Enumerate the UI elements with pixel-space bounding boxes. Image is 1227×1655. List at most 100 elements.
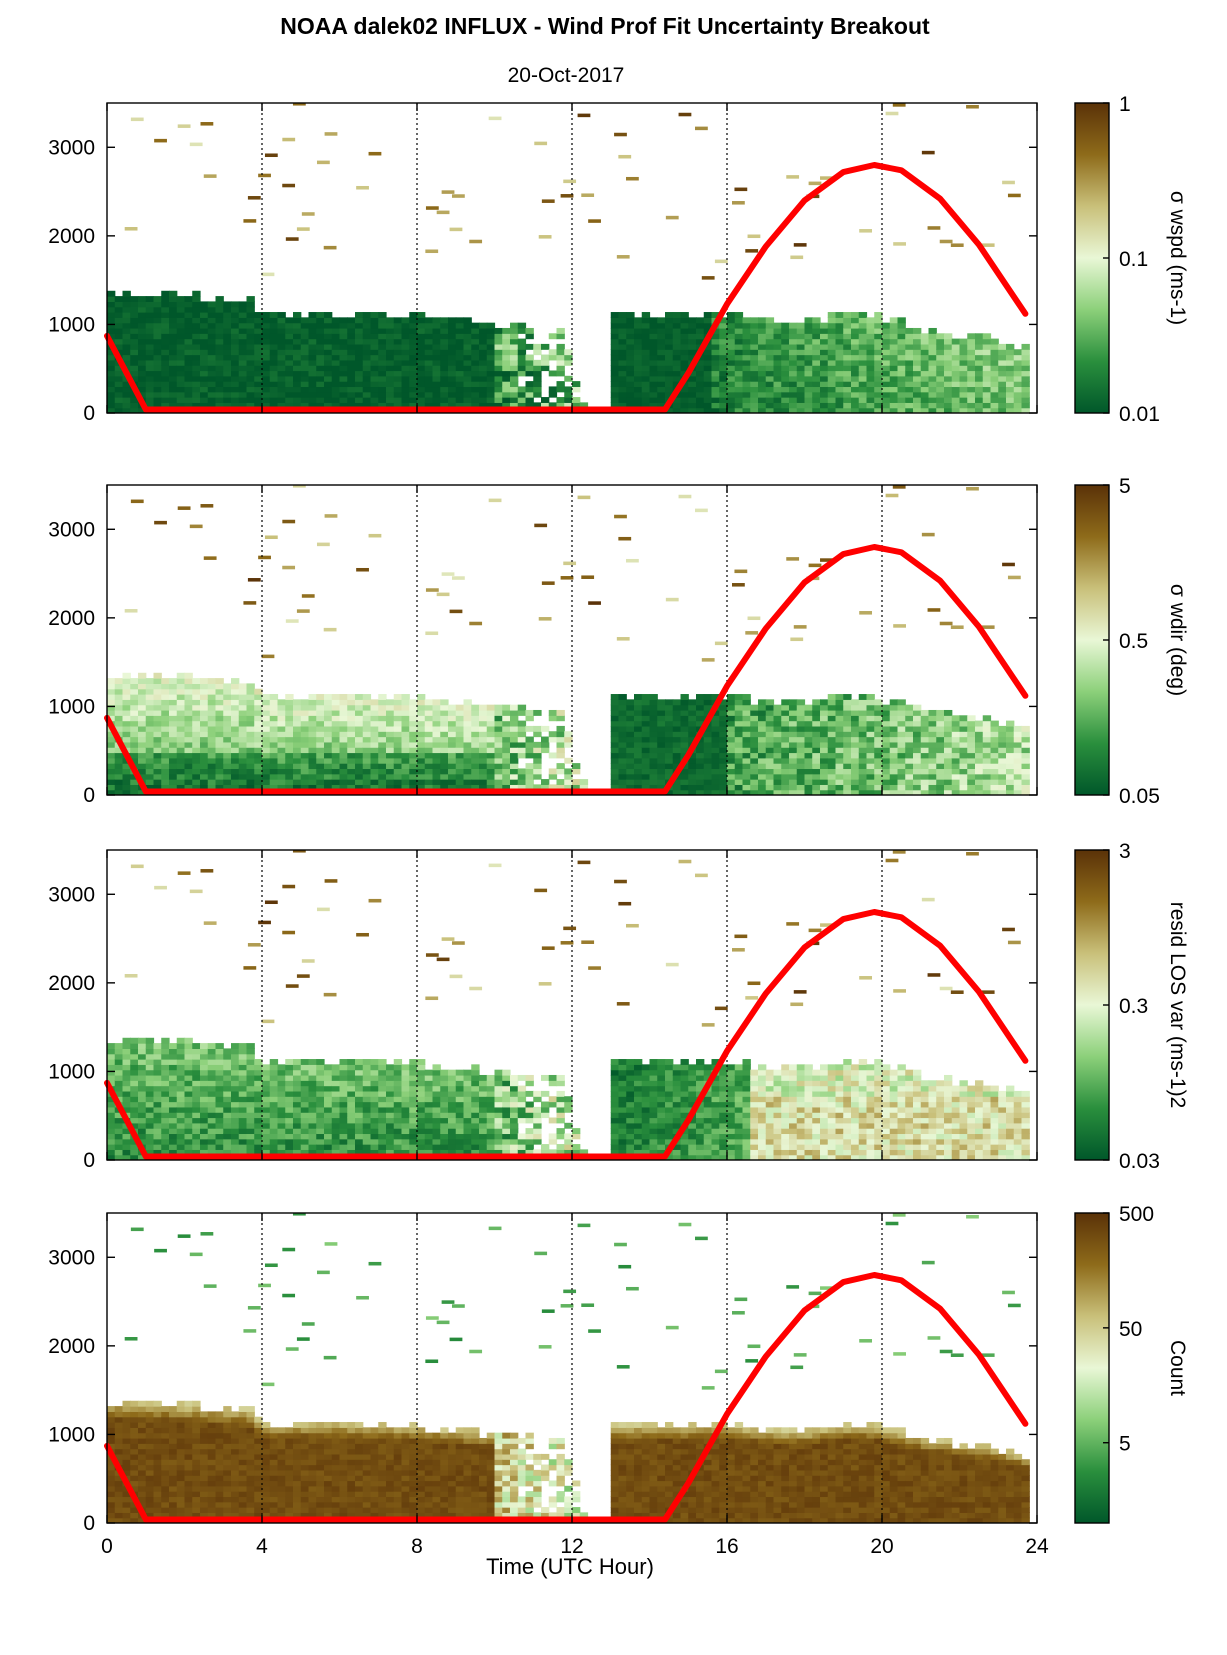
heatmap-cell	[967, 768, 976, 775]
heatmap-cell	[262, 752, 271, 759]
heatmap-cell	[773, 338, 782, 345]
heatmap-cell	[859, 611, 873, 615]
heatmap-cell	[455, 773, 465, 780]
heatmap-cell	[386, 391, 395, 398]
heatmap-cell	[634, 354, 643, 361]
heatmap-cell	[300, 752, 310, 759]
heatmap-cell	[184, 763, 193, 770]
heatmap-cell	[533, 349, 542, 356]
heatmap-cell	[897, 322, 906, 329]
heatmap-cell	[851, 720, 860, 727]
heatmap-cell	[192, 1043, 201, 1049]
heatmap-cell	[262, 391, 271, 398]
heatmap-cell	[393, 715, 403, 722]
heatmap-cell	[928, 715, 937, 722]
heatmap-cell	[138, 1138, 147, 1145]
heatmap-cell	[293, 1144, 302, 1150]
heatmap-cell	[1006, 359, 1015, 366]
heatmap-cell	[858, 763, 868, 770]
heatmap-cell	[145, 720, 155, 727]
heatmap-cell	[300, 1149, 310, 1156]
heatmap-cell	[215, 370, 224, 377]
heatmap-cell	[564, 731, 573, 738]
heatmap-cell	[882, 359, 891, 366]
heatmap-cell	[998, 768, 1007, 775]
heatmap-cell	[370, 704, 379, 711]
heatmap-cell	[641, 757, 651, 764]
heatmap-cell	[107, 768, 116, 775]
heatmap-cell	[796, 375, 806, 382]
heatmap-cell	[331, 343, 341, 350]
heatmap-cell	[107, 747, 116, 754]
heatmap-cell	[262, 1096, 271, 1103]
heatmap-cell	[440, 397, 449, 403]
heatmap-cell	[293, 1085, 302, 1092]
heatmap-cell	[200, 402, 209, 409]
heatmap-cell	[207, 1064, 217, 1071]
heatmap-cell	[293, 731, 302, 738]
heatmap-cell	[223, 1106, 232, 1113]
heatmap-cell	[758, 327, 767, 334]
heatmap-cell	[114, 343, 124, 350]
heatmap-cell	[471, 333, 480, 340]
heatmap-cell	[417, 327, 426, 334]
heatmap-cell	[370, 359, 379, 366]
heatmap-cell	[176, 354, 186, 361]
heatmap-cell	[665, 773, 674, 780]
heatmap-cell	[393, 391, 403, 398]
heatmap-cell	[618, 694, 627, 700]
heatmap-cell	[339, 354, 348, 361]
heatmap-cell	[905, 359, 914, 366]
heatmap-cell	[866, 763, 875, 770]
heatmap-cell	[695, 126, 708, 131]
heatmap-cell	[866, 397, 875, 403]
heatmap-cell	[967, 359, 976, 366]
heatmap-cell	[502, 768, 511, 775]
heatmap-cell	[409, 704, 418, 711]
heatmap-cell	[277, 1074, 286, 1081]
heatmap-cell	[262, 327, 271, 334]
heatmap-cell	[688, 699, 697, 706]
heatmap-cell	[238, 1128, 248, 1135]
heatmap-cell	[758, 338, 767, 345]
heatmap-cell	[347, 699, 356, 706]
heatmap-cell	[541, 402, 550, 409]
heatmap-cell	[897, 359, 906, 366]
heatmap-cell	[641, 365, 651, 372]
heatmap-cell	[293, 768, 302, 775]
heatmap-cell	[959, 720, 968, 727]
heatmap-cell	[184, 720, 193, 727]
heatmap-cell	[835, 312, 844, 318]
heatmap-cell	[254, 1096, 263, 1103]
heatmap-cell	[471, 736, 480, 743]
heatmap-cell	[401, 715, 410, 722]
heatmap-cell	[486, 715, 496, 722]
heatmap-cell	[107, 333, 116, 340]
heatmap-cell	[672, 763, 682, 770]
heatmap-cell	[843, 736, 852, 743]
heatmap-cell	[734, 704, 744, 711]
heatmap-cell	[215, 747, 224, 754]
heatmap-cell	[820, 402, 829, 409]
heatmap-cell	[316, 741, 325, 748]
heatmap-cell	[944, 343, 953, 350]
heatmap-cell	[269, 779, 279, 785]
heatmap-cell	[835, 699, 844, 706]
heatmap-cell	[750, 370, 759, 377]
heatmap-cell	[107, 370, 116, 377]
heatmap-cell	[711, 741, 720, 748]
heatmap-cell	[618, 402, 627, 409]
heatmap-cell	[618, 375, 627, 382]
heatmap-cell	[936, 391, 945, 398]
heatmap-cell	[285, 322, 294, 329]
heatmap-cell	[184, 773, 193, 780]
heatmap-cell	[905, 381, 914, 388]
heatmap-cell	[308, 349, 317, 356]
heatmap-cell	[347, 391, 356, 398]
heatmap-cell	[138, 343, 147, 350]
heatmap-cell	[153, 1122, 162, 1129]
heatmap-cell	[153, 359, 162, 366]
heatmap-cell	[122, 741, 131, 748]
heatmap-cell	[169, 773, 178, 780]
